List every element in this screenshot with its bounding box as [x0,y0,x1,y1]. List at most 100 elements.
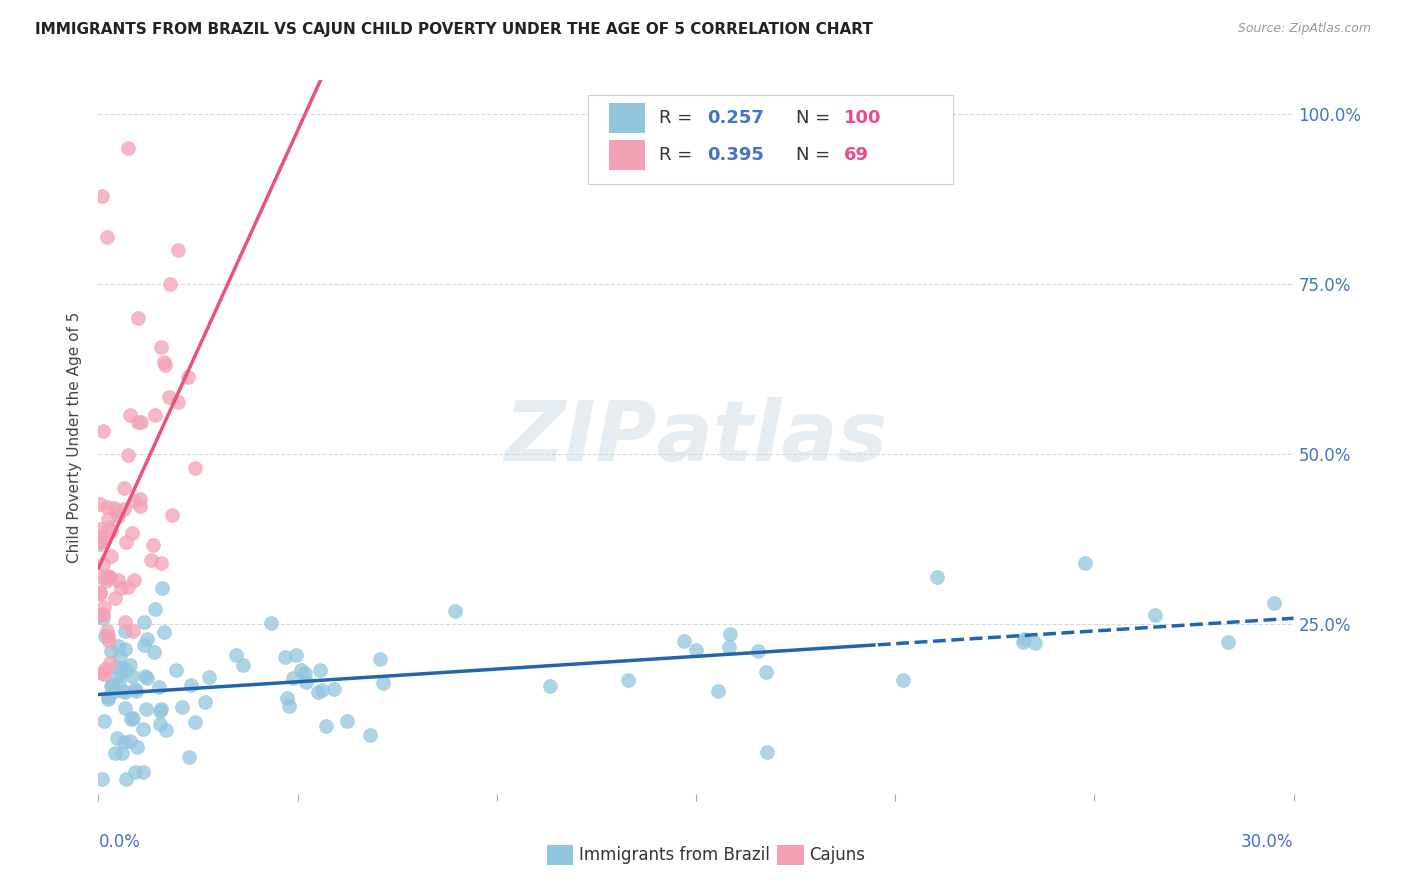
Point [96,229,118,244]
Point [155,723,177,738]
Point [139,553,162,567]
Point [118,658,141,673]
Text: N =: N = [796,109,837,127]
Point [128,500,150,514]
Text: IMMIGRANTS FROM BRAZIL VS CAJUN CHILD POVERTY UNDER THE AGE OF 5 CORRELATION CHA: IMMIGRANTS FROM BRAZIL VS CAJUN CHILD PO… [35,22,873,37]
Point [89,537,111,551]
Point [93,714,115,729]
Point [97,633,120,648]
Point [105,660,128,674]
Point [114,624,136,639]
Point [294,665,316,680]
Y-axis label: Child Poverty Under the Age of 5: Child Poverty Under the Age of 5 [67,311,83,563]
Point [98,521,121,535]
FancyBboxPatch shape [589,95,953,184]
Point [1143,607,1166,622]
Point [311,683,333,698]
Point [97,512,120,526]
Point [107,509,129,524]
Point [114,641,136,656]
Point [135,701,157,715]
Point [127,415,149,429]
Point [617,673,640,688]
Point [97,692,120,706]
Point [359,729,381,743]
Point [112,684,135,698]
Point [718,627,741,641]
Point [128,491,150,506]
Point [368,651,391,665]
Point [145,602,167,616]
Point [100,644,122,658]
Point [891,673,914,687]
Point [159,277,181,292]
Text: 100: 100 [844,109,882,127]
Point [112,481,135,495]
Point [91,424,114,438]
Point [131,722,153,736]
Point [323,681,346,696]
Point [91,570,114,584]
Point [105,670,128,684]
Point [104,747,127,761]
Point [307,684,329,698]
Point [100,549,122,563]
Point [91,611,114,625]
Point [93,533,115,548]
Point [1216,635,1239,649]
Point [107,639,129,653]
Point [132,764,155,779]
Point [148,680,170,694]
Point [103,501,125,516]
Point [673,634,696,648]
Point [105,504,128,518]
Point [142,538,165,552]
Point [98,570,121,584]
Point [108,648,131,663]
Point [276,690,298,705]
Point [177,370,200,384]
Point [153,358,176,372]
Point [117,141,139,155]
Point [132,615,155,629]
Point [127,311,149,326]
Point [177,750,200,764]
Text: 30.0%: 30.0% [1241,833,1294,851]
Point [105,731,128,745]
Point [122,624,145,639]
FancyBboxPatch shape [778,845,804,864]
Point [115,535,138,549]
Point [97,571,120,585]
Point [124,681,146,696]
Point [153,624,176,639]
Point [89,497,111,511]
Point [136,632,159,646]
Point [110,582,132,596]
Point [115,664,138,678]
FancyBboxPatch shape [609,103,644,133]
FancyBboxPatch shape [609,140,644,170]
Text: ZIP​atlas: ZIP​atlas [505,397,887,477]
Point [124,764,146,779]
Point [315,719,337,733]
Point [134,669,156,683]
Point [150,340,173,354]
Point [97,629,120,643]
Point [89,522,111,536]
Point [755,745,778,759]
Text: R =: R = [659,109,697,127]
Point [160,508,183,523]
Point [707,684,730,698]
Point [121,669,143,683]
Point [107,674,129,689]
Point [294,675,316,690]
Point [97,690,120,704]
Point [183,715,205,730]
Point [121,525,143,540]
Point [172,699,194,714]
Text: 0.257: 0.257 [707,109,763,127]
Point [290,663,312,677]
Point [107,573,129,587]
Point [89,530,111,544]
Point [166,244,188,258]
